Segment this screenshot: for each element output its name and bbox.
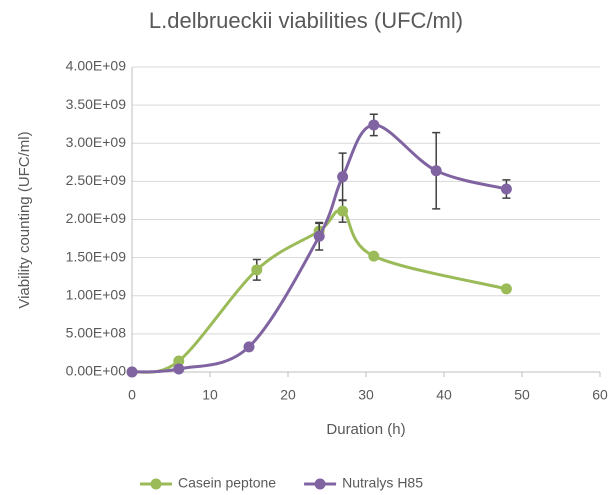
y-axis-label: Viability counting (UFC/ml) [16,131,33,308]
data-point [173,355,185,367]
x-tick-label: 50 [514,387,530,403]
legend-label: Casein peptone [178,475,276,491]
data-point [430,165,442,177]
y-tick-label: 1.50E+09 [66,248,127,264]
data-point [337,171,349,183]
data-point [500,183,512,195]
y-tick-label: 0.00E+00 [66,363,127,379]
data-point [243,341,255,353]
legend-label: Nutralys H85 [342,475,423,491]
data-point [368,250,380,262]
data-point [126,366,138,378]
y-tick-label: 3.00E+09 [66,134,127,150]
legend-marker [150,478,162,490]
series-line [131,123,507,374]
data-point [500,283,512,295]
x-tick-label: 40 [436,387,452,403]
data-point [337,205,349,217]
x-tick-label: 0 [128,387,136,403]
y-tick-label: 2.00E+09 [66,210,127,226]
data-point [368,119,380,131]
data-point [173,363,185,375]
y-tick-label: 5.00E+08 [66,325,127,341]
y-tick-label: 4.00E+09 [66,58,127,74]
y-tick-label: 3.50E+09 [66,96,127,112]
y-tick-label: 1.00E+09 [66,286,127,302]
y-tick-label: 2.50E+09 [66,172,127,188]
chart-title: L.delbrueckii viabilities (UFC/ml) [149,8,463,33]
data-point [251,264,263,276]
data-point [313,230,325,242]
x-tick-label: 20 [280,387,296,403]
x-tick-label: 30 [358,387,374,403]
legend-marker [314,478,326,490]
x-tick-label: 60 [592,387,608,403]
x-tick-label: 10 [202,387,218,403]
x-axis-label: Duration (h) [326,421,405,438]
